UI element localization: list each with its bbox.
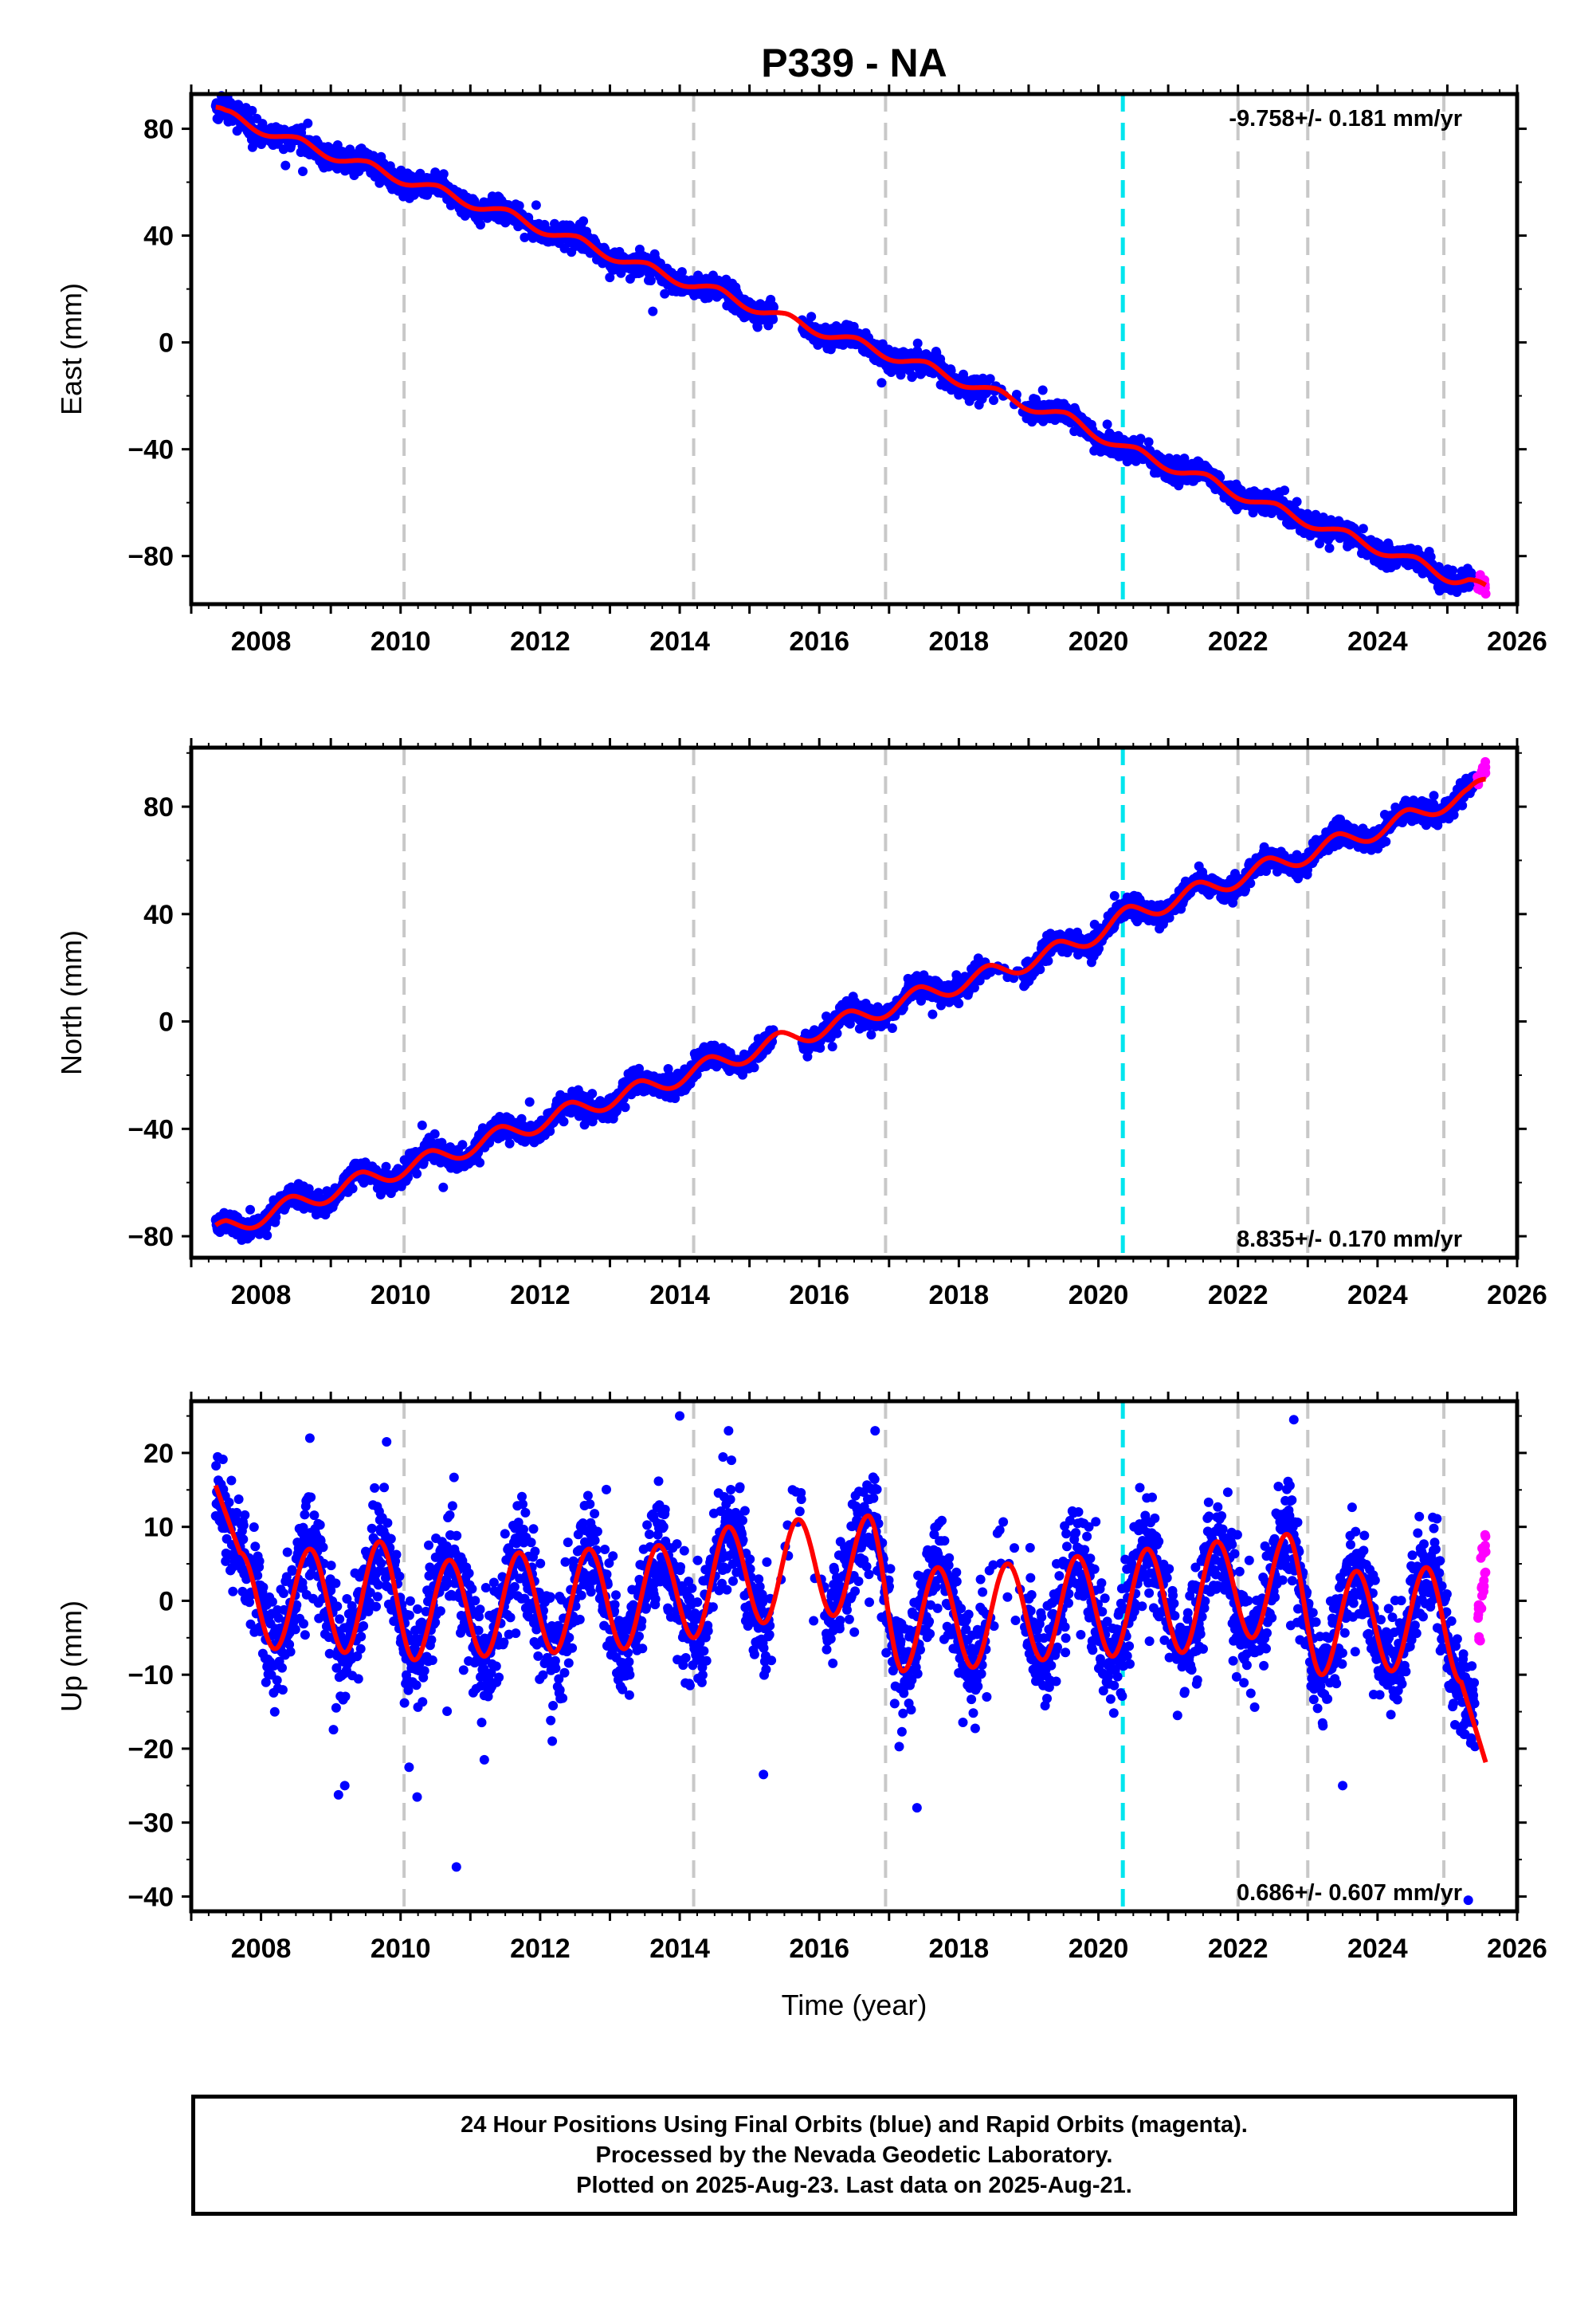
data-point xyxy=(303,118,313,128)
y-tick-label: 40 xyxy=(143,222,174,252)
y-tick-label: −40 xyxy=(127,435,174,465)
data-point xyxy=(457,1140,468,1150)
data-point xyxy=(1037,385,1048,395)
data-point xyxy=(1102,419,1112,430)
data-point xyxy=(280,160,291,171)
data-point xyxy=(768,314,778,324)
x-tick-label: 2026 xyxy=(1487,626,1547,657)
data-point xyxy=(438,1182,449,1192)
data-point xyxy=(648,306,658,316)
data-point xyxy=(832,1028,842,1039)
north-panel: 2008 2010 2012 2014 2016 2018 2020 2022 2024 2026… xyxy=(55,738,1547,1310)
data-point xyxy=(989,395,998,406)
east-rate-label: -9.758+/- 0.181 mm/yr xyxy=(1229,106,1462,132)
data-point xyxy=(749,1062,759,1073)
data-point xyxy=(806,312,817,322)
data-point xyxy=(559,1117,569,1127)
data-point xyxy=(676,267,687,277)
y-tick-label: 80 xyxy=(143,115,174,145)
east-final-orbit-points xyxy=(210,91,1480,597)
data-point xyxy=(429,1129,440,1139)
data-point xyxy=(262,1231,273,1240)
data-point xyxy=(827,1042,837,1052)
east-data-layer xyxy=(210,91,1491,604)
data-point xyxy=(438,169,449,179)
data-point xyxy=(866,1030,876,1040)
data-point xyxy=(620,1102,630,1113)
data-point xyxy=(347,1184,358,1194)
y-tick-label: −80 xyxy=(127,542,174,572)
data-point xyxy=(381,1161,391,1172)
x-tick-label: 2014 xyxy=(649,626,710,657)
y-tick-label: 0 xyxy=(159,328,174,359)
data-point xyxy=(1280,485,1290,496)
data-point xyxy=(587,1089,598,1099)
east-panel: 2008 2010 2012 2014 2016 2018 2020 2022 2024 2026… xyxy=(55,84,1547,657)
data-point xyxy=(504,1138,515,1149)
x-tick-label: 2022 xyxy=(1208,626,1269,657)
x-tick-label: 2016 xyxy=(789,626,849,657)
east-ylabel: East (mm) xyxy=(55,283,88,415)
data-point xyxy=(417,1120,427,1130)
x-tick-label: 2008 xyxy=(231,626,292,657)
data-point xyxy=(531,200,541,210)
x-tick-label: 2024 xyxy=(1347,626,1408,657)
chart-title: P339 - NA xyxy=(761,41,947,85)
x-tick-label: 2010 xyxy=(371,626,431,657)
data-point xyxy=(1143,437,1154,447)
data-point xyxy=(876,378,887,388)
x-tick-label: 2018 xyxy=(929,626,990,657)
data-point xyxy=(645,276,656,285)
data-point xyxy=(412,1168,422,1179)
north-data-layer xyxy=(210,748,1491,1258)
x-tick-label: 2020 xyxy=(1069,626,1129,657)
data-point xyxy=(476,220,485,230)
data-point xyxy=(247,105,257,116)
data-point xyxy=(1358,524,1368,534)
rapid-point xyxy=(1475,570,1485,580)
data-point xyxy=(1292,497,1302,507)
data-point xyxy=(245,1204,255,1215)
data-point xyxy=(578,216,589,226)
data-point xyxy=(475,1157,485,1168)
data-point xyxy=(298,167,308,176)
data-point xyxy=(524,1097,535,1107)
x-tick-label: 2012 xyxy=(510,626,571,657)
data-point xyxy=(1324,543,1335,553)
data-point xyxy=(912,338,923,348)
